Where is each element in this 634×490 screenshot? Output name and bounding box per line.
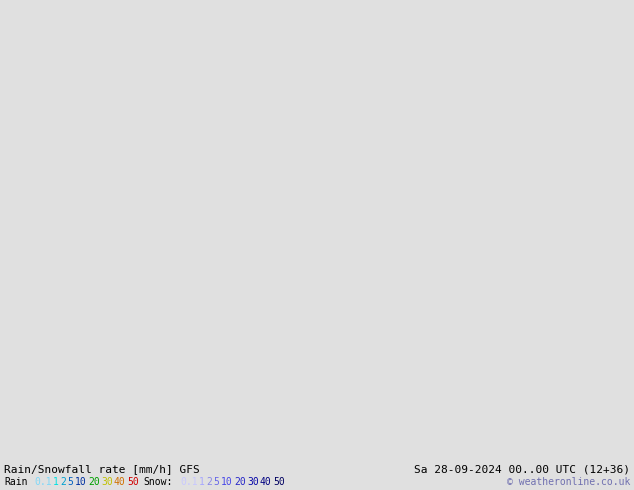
Text: 50: 50 xyxy=(273,477,285,487)
Text: 10: 10 xyxy=(75,477,87,487)
Text: © weatheronline.co.uk: © weatheronline.co.uk xyxy=(507,477,630,487)
Text: 1: 1 xyxy=(198,477,204,487)
Text: Sa 28-09-2024 00..00 UTC (12+36): Sa 28-09-2024 00..00 UTC (12+36) xyxy=(414,464,630,474)
Text: 10: 10 xyxy=(221,477,233,487)
Text: 5: 5 xyxy=(214,477,219,487)
Text: 1: 1 xyxy=(53,477,58,487)
Text: 2: 2 xyxy=(60,477,66,487)
Text: 2: 2 xyxy=(206,477,212,487)
Text: 40: 40 xyxy=(260,477,272,487)
Text: 0.1: 0.1 xyxy=(34,477,51,487)
Text: 30: 30 xyxy=(101,477,113,487)
Text: 40: 40 xyxy=(114,477,126,487)
Text: 20: 20 xyxy=(88,477,100,487)
Text: Rain: Rain xyxy=(4,477,27,487)
Text: 20: 20 xyxy=(234,477,246,487)
Text: 5: 5 xyxy=(67,477,74,487)
Text: Rain/Snowfall rate [mm/h] GFS: Rain/Snowfall rate [mm/h] GFS xyxy=(4,464,200,474)
Text: Snow:: Snow: xyxy=(143,477,172,487)
Text: 50: 50 xyxy=(127,477,139,487)
Text: 30: 30 xyxy=(247,477,259,487)
Text: 0.1: 0.1 xyxy=(180,477,198,487)
